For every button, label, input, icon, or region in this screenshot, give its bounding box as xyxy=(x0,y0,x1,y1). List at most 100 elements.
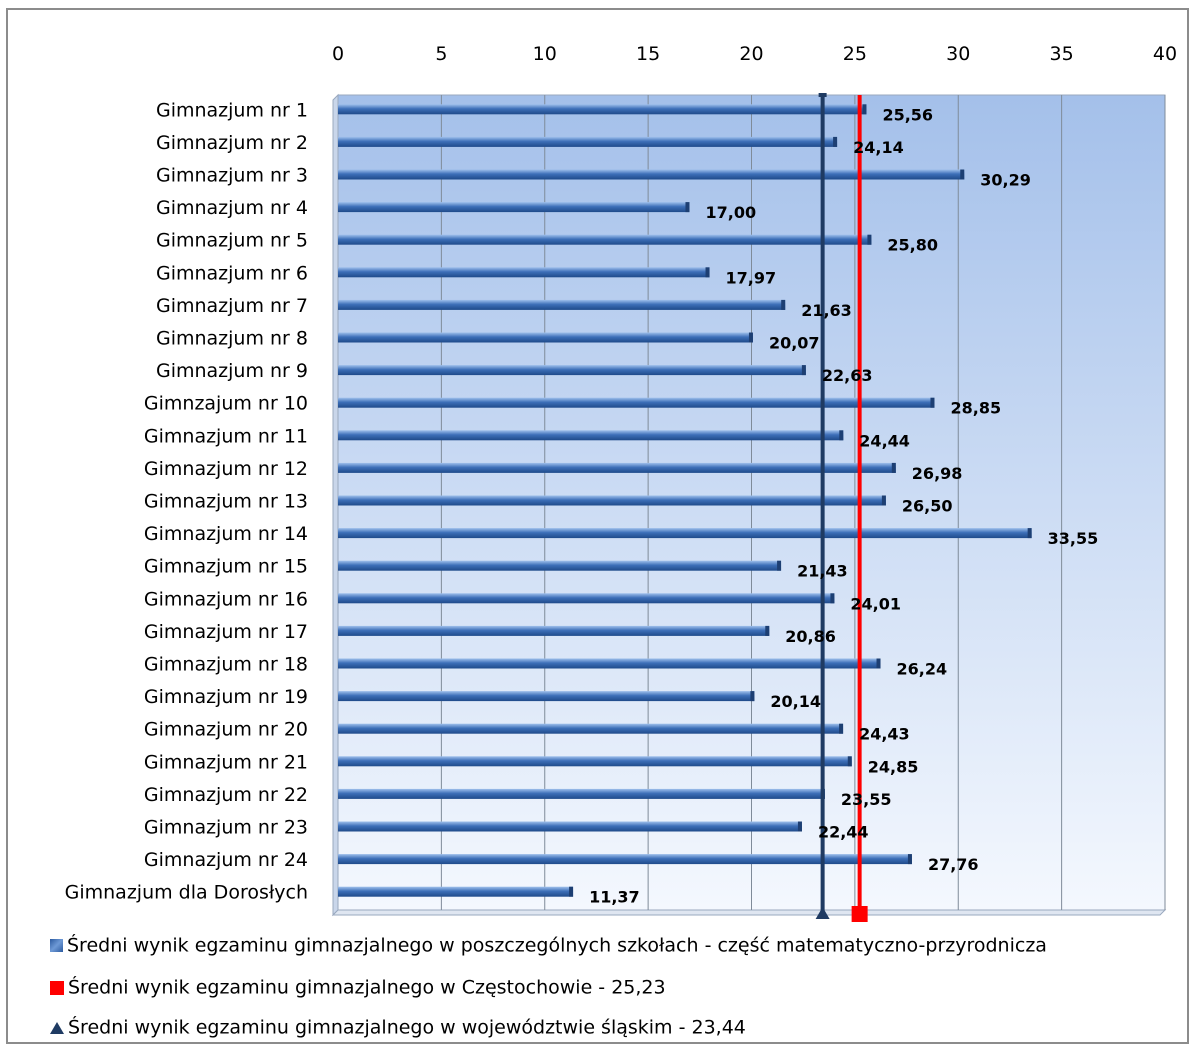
data-label: 30,29 xyxy=(980,171,1031,190)
x-tick-label: 40 xyxy=(1153,43,1177,65)
bar-end-cap xyxy=(930,397,935,408)
x-tick-label: 5 xyxy=(435,43,447,65)
legend-label: Średni wynik egzaminu gimnazjalnego w po… xyxy=(67,934,1047,957)
bar-end-cap xyxy=(907,854,912,865)
bar-end-cap xyxy=(839,430,844,441)
category-label: Gimnazjum nr 3 xyxy=(156,165,308,187)
bar-end-cap xyxy=(748,332,753,343)
bar xyxy=(338,104,867,115)
category-label: Gimnazjum nr 11 xyxy=(144,425,308,447)
category-label: Gimnazjum nr 1 xyxy=(156,99,308,121)
data-label: 27,76 xyxy=(928,855,979,874)
bar xyxy=(338,788,825,799)
reference-marker-triangle xyxy=(815,907,830,919)
bar xyxy=(338,332,753,343)
data-label: 24,01 xyxy=(850,594,901,613)
data-label: 21,43 xyxy=(797,562,848,581)
data-label: 24,43 xyxy=(859,725,910,744)
category-label: Gimnazjum nr 23 xyxy=(144,817,308,839)
x-tick-label: 20 xyxy=(739,43,763,65)
bar xyxy=(338,691,755,702)
x-tick-label: 35 xyxy=(1050,43,1074,65)
data-label: 20,86 xyxy=(785,627,836,646)
bar-end-cap xyxy=(685,202,690,213)
bar xyxy=(338,495,886,506)
category-label: Gimnazjum nr 2 xyxy=(156,132,308,154)
category-label: Gimnzajum nr 10 xyxy=(144,393,308,415)
bar-end-cap xyxy=(801,365,806,376)
data-label: 24,14 xyxy=(853,138,904,157)
category-label: Gimnazjum nr 13 xyxy=(144,491,308,513)
data-label: 26,50 xyxy=(902,497,953,516)
category-label: Gimnazjum nr 8 xyxy=(156,328,308,350)
legend-label: Średni wynik egzaminu gimnazjalnego w Cz… xyxy=(68,976,666,999)
bar xyxy=(338,267,710,278)
category-label: Gimnazjum nr 17 xyxy=(144,621,308,643)
bar-end-cap xyxy=(960,169,965,180)
category-label: Gimnazjum nr 12 xyxy=(144,458,308,480)
data-label: 28,85 xyxy=(950,399,1001,418)
bar-end-cap xyxy=(891,462,896,473)
category-label: Gimnazjum nr 18 xyxy=(144,654,308,676)
data-label: 23,55 xyxy=(841,790,892,809)
plot-left-wall xyxy=(332,93,339,917)
bar xyxy=(338,756,852,767)
bar xyxy=(338,169,965,180)
bar xyxy=(338,365,806,376)
legend-label: Średni wynik egzaminu gimnazjalnego w wo… xyxy=(68,1016,746,1039)
bar-end-cap xyxy=(881,495,886,506)
data-label: 17,00 xyxy=(705,203,756,222)
data-label: 26,98 xyxy=(912,464,963,483)
bar xyxy=(338,136,838,147)
category-label: Gimnazjum nr 5 xyxy=(156,230,308,252)
legend-item-czestochowa-average: Średni wynik egzaminu gimnazjalnego w Cz… xyxy=(50,976,666,999)
bar-end-cap xyxy=(1027,528,1032,539)
data-label: 25,56 xyxy=(882,105,933,124)
bar-end-cap xyxy=(765,625,770,636)
bar xyxy=(338,528,1032,539)
category-label: Gimnazjum nr 20 xyxy=(144,719,308,741)
data-label: 33,55 xyxy=(1048,529,1099,548)
data-label: 24,85 xyxy=(868,757,919,776)
bar xyxy=(338,234,872,245)
data-label: 22,63 xyxy=(822,366,873,385)
category-label: Gimnazjum nr 6 xyxy=(156,262,308,284)
data-label: 17,97 xyxy=(726,268,777,287)
category-label: Gimnazjum nr 4 xyxy=(156,197,308,219)
category-label: Gimnazjum nr 19 xyxy=(144,686,308,708)
bar xyxy=(338,593,835,604)
x-tick-label: 30 xyxy=(946,43,970,65)
legend-swatch-triangle xyxy=(50,1021,64,1034)
bar-end-cap xyxy=(867,234,872,245)
data-label: 22,44 xyxy=(818,823,869,842)
bar-end-cap xyxy=(781,299,786,310)
plot-floor xyxy=(331,909,1167,916)
bar-end-cap xyxy=(705,267,710,278)
x-tick-label: 10 xyxy=(533,43,557,65)
bar xyxy=(338,397,935,408)
category-label: Gimnazjum nr 9 xyxy=(156,360,308,382)
category-label: Gimnazjum nr 15 xyxy=(144,556,308,578)
bar-end-cap xyxy=(839,723,844,734)
category-label: Gimnazjum nr 22 xyxy=(144,784,308,806)
bar xyxy=(338,821,802,832)
category-label: Gimnazjum nr 7 xyxy=(156,295,308,317)
bar xyxy=(338,658,881,669)
bar-end-cap xyxy=(797,821,802,832)
bar xyxy=(338,299,786,310)
bar-end-cap xyxy=(833,136,838,147)
bar xyxy=(338,430,844,441)
bar xyxy=(338,560,782,571)
legend-swatch-red-square xyxy=(50,980,64,995)
bar-end-cap xyxy=(862,104,867,115)
bar-end-cap xyxy=(876,658,881,669)
data-label: 26,24 xyxy=(897,660,948,679)
data-label: 20,07 xyxy=(769,334,820,353)
bar xyxy=(338,202,690,213)
data-label: 11,37 xyxy=(589,888,640,907)
reference-marker-square xyxy=(851,906,868,922)
category-label: Gimnazjum nr 21 xyxy=(144,751,308,773)
bar xyxy=(338,886,574,897)
bar-end-cap xyxy=(830,593,835,604)
data-label: 24,44 xyxy=(859,431,910,450)
